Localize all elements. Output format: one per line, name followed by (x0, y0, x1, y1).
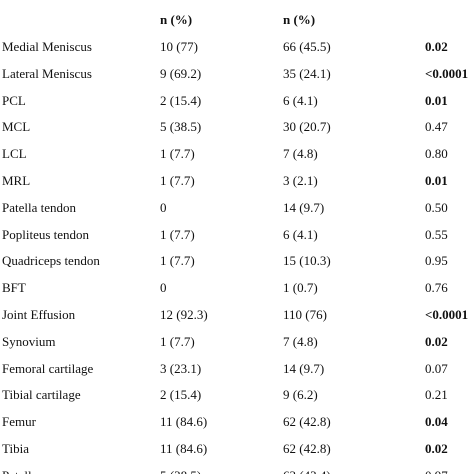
p-value: 0.47 (425, 119, 448, 135)
row-label: MCL (2, 119, 31, 135)
p-value: 0.21 (425, 387, 448, 403)
group2-count: 1 (0.7) (283, 280, 318, 296)
group2-count: 62 (42.8) (283, 414, 331, 430)
row-label: Patella (2, 468, 37, 474)
group1-count: 12 (92.3) (160, 307, 208, 322)
p-value: 0.02 (425, 441, 448, 456)
p-value: 0.02 (425, 39, 448, 54)
group2-count: 66 (45.5) (283, 39, 331, 54)
p-value: 0.55 (425, 226, 448, 242)
group1-count: 0 (160, 280, 167, 296)
group1-count: 11 (84.6) (160, 441, 208, 456)
row-label: Medial Meniscus (2, 39, 92, 54)
row-label: BFT (2, 280, 26, 296)
group2-count: 110 (76) (283, 307, 327, 322)
group2-count: 15 (10.3) (283, 253, 331, 269)
p-value: 0.76 (425, 280, 448, 296)
row-label: Patella tendon (2, 199, 77, 215)
group2-count: 63 (43.4) (283, 468, 331, 474)
group2-count: 14 (9.7) (283, 199, 325, 215)
group1-count: 1 (7.7) (160, 173, 195, 188)
column-header: n (%) (160, 12, 193, 27)
group1-count: 2 (15.4) (160, 387, 202, 403)
group2-count: 35 (24.1) (283, 65, 331, 81)
column-header: n (%) (283, 12, 316, 27)
row-label: Femoral cartilage (2, 360, 94, 376)
row-label: Synovium (2, 333, 56, 349)
p-value: 0.80 (425, 146, 448, 162)
group1-count: 5 (38.5) (160, 119, 202, 135)
row-label: Tibia (2, 441, 29, 456)
group2-count: 9 (6.2) (283, 387, 318, 403)
p-value: 0.95 (425, 253, 448, 269)
group2-count: 62 (42.8) (283, 441, 331, 456)
group1-count: 1 (7.7) (160, 146, 195, 162)
group1-count: 0 (160, 199, 167, 215)
group2-count: 7 (4.8) (283, 146, 318, 162)
group2-count: 6 (4.1) (283, 92, 318, 108)
group1-count: 2 (15.4) (160, 92, 202, 108)
row-label: Femur (2, 414, 36, 430)
group1-count: 1 (7.7) (160, 226, 195, 242)
p-value: 0.01 (425, 92, 448, 108)
p-value: 0.01 (425, 173, 448, 188)
p-value: <0.0001 (425, 307, 469, 322)
row-label: PCL (2, 92, 26, 108)
p-value: 0.07 (425, 360, 448, 376)
row-label: Quadriceps tendon (2, 253, 100, 269)
group1-count: 3 (23.1) (160, 360, 202, 376)
p-value: 0.97 (425, 468, 448, 474)
group1-count: 11 (84.6) (160, 414, 208, 430)
row-label: Lateral Meniscus (2, 65, 92, 81)
group2-count: 30 (20.7) (283, 119, 331, 135)
group1-count: 1 (7.7) (160, 253, 195, 269)
group1-count: 10 (77) (160, 39, 198, 54)
group2-count: 7 (4.8) (283, 333, 318, 349)
row-label: LCL (2, 146, 27, 162)
row-label: Joint Effusion (2, 307, 76, 322)
group1-count: 5 (38.5) (160, 468, 201, 474)
p-value: 0.02 (425, 333, 448, 349)
group2-count: 14 (9.7) (283, 360, 325, 376)
group2-count: 6 (4.1) (283, 226, 318, 242)
p-value: <0.0001 (425, 65, 469, 81)
row-label: Popliteus tendon (2, 226, 90, 242)
group2-count: 3 (2.1) (283, 173, 318, 188)
row-label: Tibial cartilage (2, 387, 81, 403)
group1-count: 1 (7.7) (160, 333, 195, 349)
p-value: 0.50 (425, 199, 448, 215)
group1-count: 9 (69.2) (160, 65, 202, 81)
p-value: 0.04 (425, 414, 448, 430)
row-label: MRL (2, 173, 31, 188)
